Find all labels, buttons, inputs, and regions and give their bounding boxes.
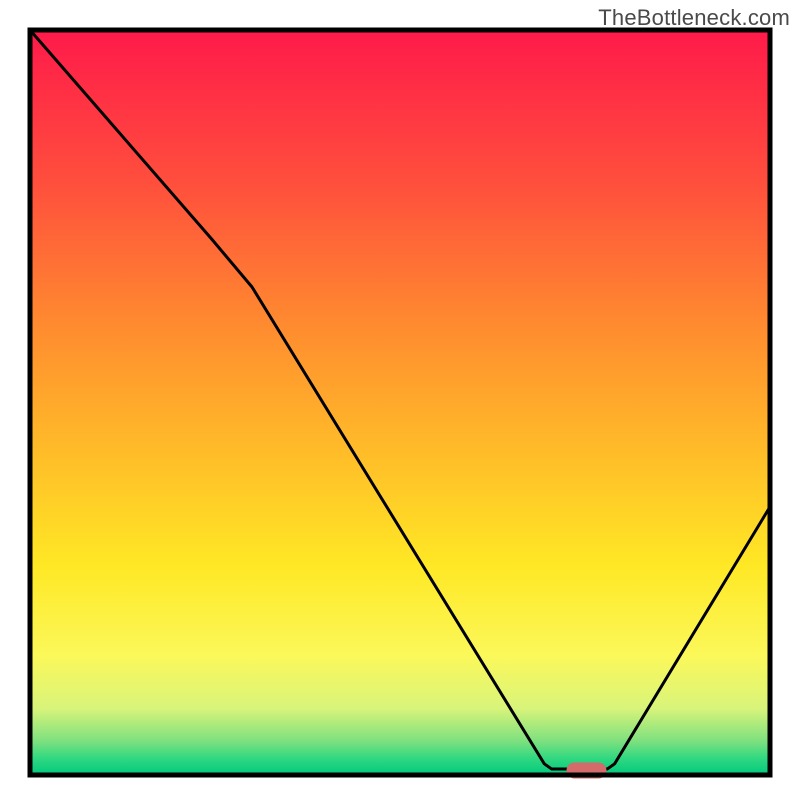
- watermark-text: TheBottleneck.com: [598, 5, 790, 31]
- bottleneck-chart: [0, 0, 800, 800]
- chart-container: TheBottleneck.com: [0, 0, 800, 800]
- plot-background: [30, 30, 770, 775]
